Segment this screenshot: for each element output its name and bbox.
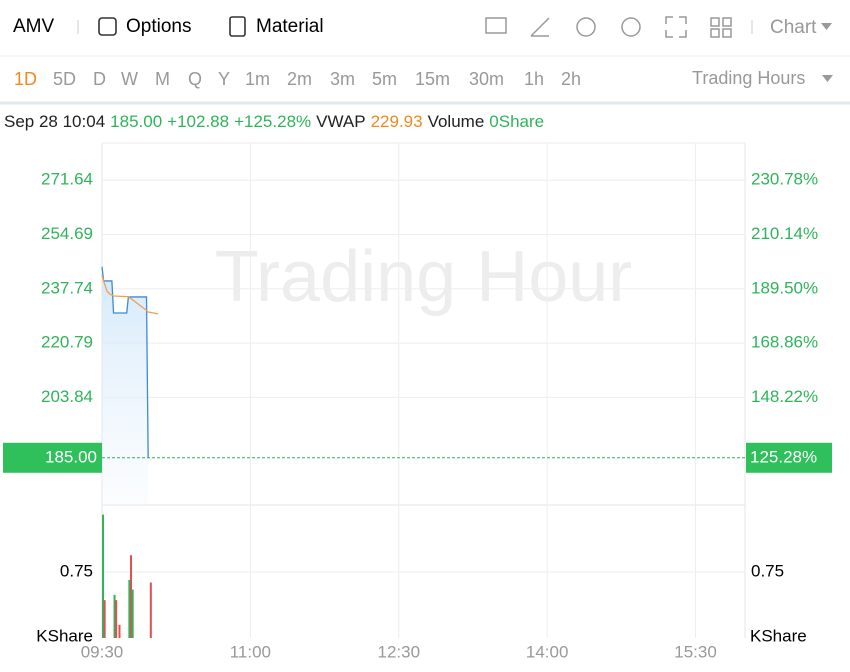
x-tick-label: 09:30 (81, 642, 124, 661)
quote-bar: Sep 28 10:04 185.00 +102.88 +125.28% VWAP 229… (4, 112, 549, 132)
y-tick-label: 254.69 (41, 224, 93, 243)
timeframes: 1D 5D D W M Q Y 1m 2m 3m 5m 15m 30m 1h 2h (14, 69, 581, 89)
y-tick-label: 0.75 (60, 561, 93, 580)
options-icon[interactable] (98, 17, 117, 36)
dropdown-arrow[interactable] (822, 75, 833, 82)
timeframe-button[interactable]: 5m (372, 69, 397, 89)
dropdown-arrow[interactable] (821, 23, 832, 30)
last-price-label: 185.00 (45, 447, 97, 466)
last-pct-label: 125.28% (750, 447, 817, 466)
layout-icon[interactable] (710, 17, 732, 38)
timeframe-button[interactable]: 15m (415, 69, 450, 89)
indicator-icon[interactable] (485, 17, 507, 34)
settings-icon[interactable] (621, 17, 641, 37)
vwap-value: 229.93 (370, 112, 423, 131)
price-line (101, 266, 149, 458)
quote-price: 185.00 (110, 112, 163, 131)
last-pct-pill (746, 442, 832, 473)
y2-tick-label: 148.22% (751, 387, 818, 406)
volume-bar (131, 589, 134, 638)
quote-change-pct: +125.28% (234, 112, 312, 131)
vwap-line (101, 274, 159, 315)
quote-change: +102.88 (167, 112, 230, 131)
timeframe-button[interactable]: 2h (561, 69, 581, 89)
volume-bar (130, 555, 133, 638)
material-button[interactable]: Material (256, 16, 324, 37)
timeframe-button[interactable]: Y (218, 69, 230, 89)
timeframe-button[interactable]: 1h (524, 69, 544, 89)
timeframe-button[interactable]: 3m (330, 69, 355, 89)
toolbar: AMV Options Material Chart (13, 16, 832, 38)
timeframe-button[interactable]: M (155, 69, 170, 89)
volume-bar (113, 594, 116, 638)
timeframe-button[interactable]: 1m (245, 69, 270, 89)
fullscreen-icon[interactable] (665, 16, 687, 38)
y-tick-label: 237.74 (41, 278, 93, 297)
timeframe-button[interactable]: 5D (53, 69, 76, 89)
y-tick-label: 271.64 (41, 170, 93, 189)
price-area (102, 266, 149, 505)
volume-bar (115, 600, 118, 638)
timeframe-button[interactable]: 1D (14, 69, 37, 89)
symbol[interactable]: AMV (13, 16, 55, 37)
quote-time: Sep 28 10:04 (4, 112, 106, 131)
volume-bar (128, 579, 131, 638)
y-tick-label: 220.79 (41, 333, 93, 352)
timeframe-button[interactable]: D (93, 69, 106, 89)
timeframe-button[interactable]: 30m (469, 69, 504, 89)
material-icon[interactable] (229, 16, 246, 37)
y-tick-label: 203.84 (41, 387, 93, 406)
y2-tick-label: 0.75 (751, 561, 784, 580)
volume-bar (103, 600, 106, 638)
volume-unit: KShare (36, 626, 93, 645)
x-tick-label: 11:00 (230, 642, 271, 661)
timeframe-button[interactable]: W (121, 69, 138, 89)
watermark: Trading Hour (215, 237, 633, 317)
x-tick-label: 12:30 (377, 642, 420, 661)
volume-bar (102, 514, 104, 638)
chart-type[interactable]: Chart (770, 17, 817, 38)
volume-bar (118, 624, 121, 638)
timeframe-button[interactable]: Q (188, 69, 202, 89)
session-select[interactable]: Trading Hours (692, 68, 805, 88)
draw-icon[interactable] (530, 17, 550, 37)
volume-value: 0Share (489, 112, 545, 131)
y2-tick-label: 230.78% (751, 170, 818, 189)
volume-unit: KShare (750, 626, 807, 645)
last-price-pill (3, 442, 102, 473)
timeframe-button[interactable]: 2m (287, 69, 312, 89)
x-tick-label: 15:30 (674, 642, 717, 661)
y2-tick-label: 189.50% (751, 278, 818, 297)
options-button[interactable]: Options (126, 16, 191, 37)
plot: Trading Hour 09:30 11:00 12:30 14:00 15:30 203… (3, 142, 832, 661)
volume-bar (149, 582, 152, 638)
vwap-label: VWAP (316, 112, 366, 131)
reset-icon[interactable] (576, 17, 596, 37)
y2-tick-label: 168.86% (751, 333, 818, 352)
volume-label: Volume (427, 112, 485, 131)
y2-tick-label: 210.14% (751, 224, 818, 243)
x-tick-label: 14:00 (526, 642, 569, 661)
